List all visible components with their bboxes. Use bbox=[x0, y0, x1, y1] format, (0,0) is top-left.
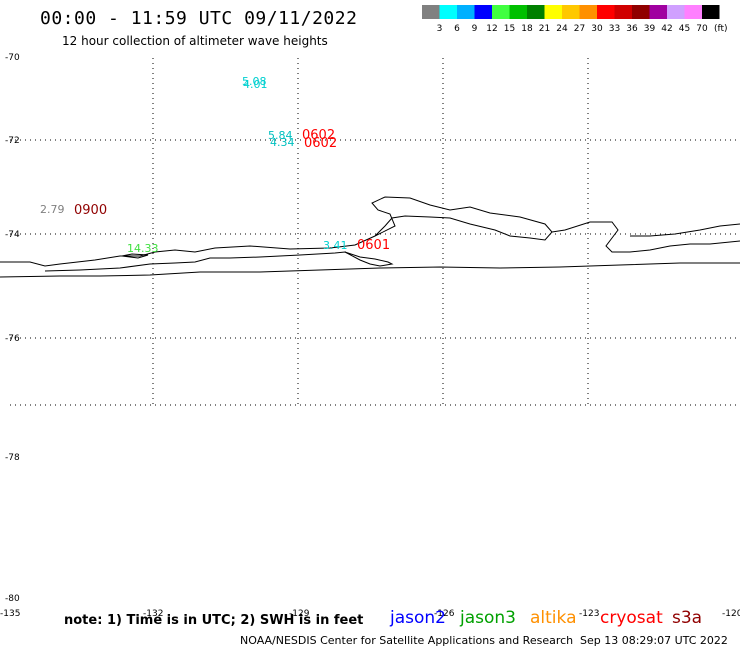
lat-label: -72 bbox=[5, 136, 20, 146]
scale-tick-label: 12 bbox=[486, 24, 497, 34]
scale-color-box bbox=[474, 5, 492, 19]
lon-label: -120 bbox=[722, 609, 740, 619]
observation-time: 0900 bbox=[74, 203, 107, 218]
scale-color-box bbox=[544, 5, 562, 19]
coastline-south bbox=[0, 262, 740, 278]
scale-tick-label: 45 bbox=[679, 24, 690, 34]
lat-label: -76 bbox=[5, 334, 20, 344]
wave-height-value: 14.33 bbox=[127, 242, 159, 255]
lat-label: -74 bbox=[5, 230, 20, 240]
scale-tick-label: 3 bbox=[437, 24, 443, 34]
mission-cryosat: cryosat bbox=[600, 608, 663, 628]
scale-tick-label: 33 bbox=[609, 24, 620, 34]
coastline-east bbox=[551, 221, 740, 253]
scale-color-box bbox=[597, 5, 615, 19]
mission-jason3: jason3 bbox=[460, 608, 516, 628]
lon-label: -132 bbox=[143, 609, 163, 619]
scale-tick-label: 21 bbox=[539, 24, 550, 34]
scale-color-box bbox=[439, 5, 457, 19]
scale-color-box bbox=[457, 5, 475, 19]
graticule bbox=[10, 58, 740, 406]
scale-tick-label: 9 bbox=[472, 24, 478, 34]
footer-note: note: 1) Time is in UTC; 2) SWH is in fe… bbox=[64, 613, 364, 628]
wave-height-color-scale: 3 6 9 12 15 18 21 24 27 30 33 36 39 42 45 70 (ft) bbox=[422, 5, 728, 34]
scale-color-box bbox=[579, 5, 597, 19]
scale-color-box bbox=[562, 5, 580, 19]
coastline-inner bbox=[44, 251, 394, 272]
observation-time: 0601 bbox=[357, 238, 390, 253]
wave-height-value: 4.01 bbox=[243, 78, 268, 91]
scale-tick-label: 70 bbox=[696, 24, 708, 34]
scale-tick-label: 30 bbox=[591, 24, 603, 34]
scale-color-box bbox=[614, 5, 632, 19]
lon-label: -123 bbox=[579, 609, 599, 619]
lat-label: -70 bbox=[5, 53, 20, 63]
scale-color-box bbox=[702, 5, 720, 19]
scale-color-box bbox=[667, 5, 685, 19]
scale-color-box bbox=[492, 5, 510, 19]
coastline-east-2 bbox=[630, 223, 740, 237]
coastline bbox=[0, 196, 740, 278]
wave-height-value: 5.84 bbox=[268, 129, 293, 142]
mission-jason2: jason2 bbox=[390, 608, 446, 628]
lon-label: -126 bbox=[434, 609, 455, 619]
scale-color-box bbox=[527, 5, 545, 19]
wave-height-value: 2.79 bbox=[40, 203, 65, 216]
credit-line: NOAA/NESDIS Center for Satellite Applica… bbox=[240, 634, 574, 647]
scale-tick-label: 36 bbox=[626, 24, 638, 34]
scale-tick-label: 27 bbox=[574, 24, 585, 34]
scale-tick-label: 18 bbox=[521, 24, 533, 34]
observation-time: 0602 bbox=[304, 136, 337, 151]
map-subtitle: 12 hour collection of altimeter wave hei… bbox=[62, 34, 328, 48]
scale-color-box bbox=[422, 5, 440, 19]
lat-label: -78 bbox=[5, 453, 20, 463]
wave-height-value: 5.08 bbox=[242, 75, 267, 88]
generation-timestamp: Sep 13 08:29:07 UTC 2022 bbox=[580, 634, 728, 647]
coastline-shelf-edge bbox=[0, 196, 553, 267]
lon-label: -135 bbox=[0, 609, 20, 619]
scale-color-box bbox=[509, 5, 527, 19]
mission-altika: altika bbox=[530, 608, 577, 628]
scale-tick-label: 15 bbox=[504, 24, 515, 34]
scale-tick-label: 6 bbox=[454, 24, 460, 34]
coastline-island bbox=[121, 253, 149, 259]
map-title: 00:00 - 11:59 UTC 09/11/2022 bbox=[40, 8, 358, 29]
scale-tick-label: 24 bbox=[556, 24, 568, 34]
lat-label: -80 bbox=[5, 594, 20, 604]
lon-label: -129 bbox=[289, 609, 310, 619]
scale-color-box bbox=[684, 5, 702, 19]
scale-tick-label: 39 bbox=[644, 24, 656, 34]
wave-height-value: 4.34 bbox=[270, 136, 295, 149]
observation-time: 0602 bbox=[302, 128, 335, 143]
scale-tick-label: 42 bbox=[661, 24, 672, 34]
scale-unit-label: (ft) bbox=[714, 24, 728, 34]
wave-height-value: 3.41 bbox=[323, 239, 348, 252]
scale-color-box bbox=[649, 5, 667, 19]
mission-s3a: s3a bbox=[672, 608, 703, 628]
scale-color-box bbox=[632, 5, 650, 19]
